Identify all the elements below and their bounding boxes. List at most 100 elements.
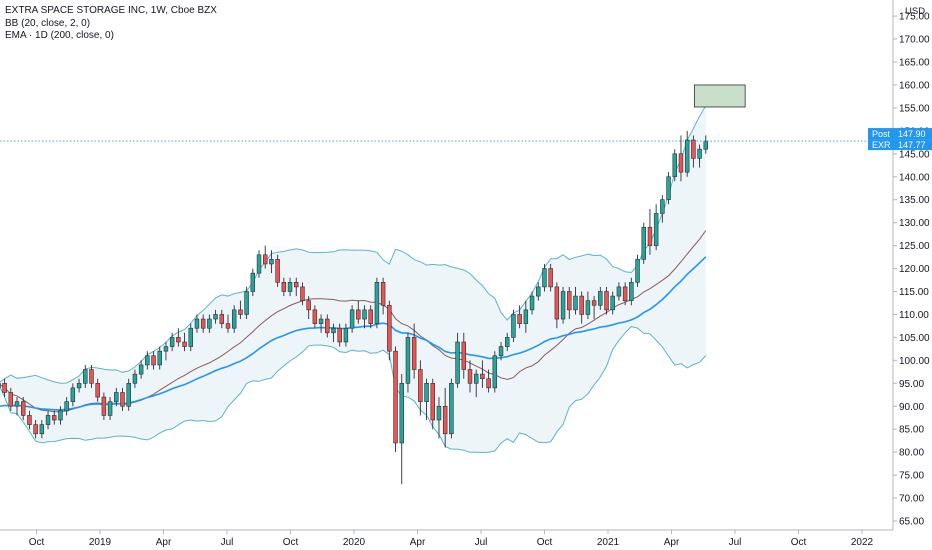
candle [194, 314, 200, 333]
candle-body [114, 392, 119, 402]
candle-body [275, 259, 280, 283]
candle [461, 332, 467, 379]
exr-price-tag [868, 139, 932, 151]
candle [27, 410, 32, 430]
candle-body [83, 369, 88, 384]
candle [207, 314, 212, 333]
candle [399, 374, 404, 485]
candle [306, 296, 311, 320]
candle-body [473, 373, 479, 384]
candle-body [362, 309, 367, 320]
candle-body [8, 392, 14, 407]
candle-body [517, 314, 522, 324]
candle [560, 286, 566, 324]
ema-indicator-label[interactable]: EMA · 1D (200, close, 0) [5, 30, 114, 41]
candle [188, 323, 193, 352]
candle-body [703, 140, 709, 150]
candle-body [585, 300, 591, 315]
candle-body [207, 318, 212, 329]
candle-body [604, 291, 609, 311]
candle [52, 410, 57, 425]
candle [473, 369, 479, 398]
candle-body [225, 323, 231, 329]
candle-body [591, 300, 597, 306]
candle [120, 387, 125, 411]
candle [89, 364, 94, 388]
candle-body [169, 337, 175, 347]
candle-body [300, 286, 305, 301]
candle-body [641, 226, 646, 260]
candle [697, 144, 702, 168]
candle-body [20, 401, 26, 416]
candle-body [306, 300, 311, 311]
candle [262, 245, 268, 269]
candle [684, 130, 690, 177]
candle-body [647, 226, 653, 246]
bb-indicator-label[interactable]: BB (20, close, 2, 0) [5, 17, 91, 29]
candle-body [70, 387, 76, 402]
candle [405, 332, 411, 393]
candle [411, 323, 417, 379]
x-tick-label: Apr [156, 537, 172, 548]
y-tick-label: 110.00 [899, 310, 929, 321]
candle-body [442, 405, 448, 435]
candle [604, 286, 609, 315]
y-tick-label: 65.00 [899, 517, 924, 528]
candle-body [567, 291, 572, 311]
y-tick-label: 170.00 [899, 35, 930, 46]
candle-body [145, 355, 150, 366]
candle-body [405, 337, 411, 384]
candle-body [95, 382, 100, 398]
y-tick-label: 80.00 [899, 448, 924, 459]
candle [536, 282, 541, 301]
candle-body [418, 369, 423, 402]
y-tick-label: 155.00 [899, 103, 930, 114]
candle-body [393, 350, 398, 444]
candle-body [554, 286, 560, 320]
symbol-title[interactable]: EXTRA SPACE STORAGE INC, 1W, Cboe BZX [5, 5, 217, 16]
candle-body [629, 282, 634, 301]
candle [312, 305, 318, 329]
candle-body [250, 272, 256, 292]
candle-body [573, 295, 578, 311]
candle-body [151, 355, 156, 366]
candle-body [182, 341, 187, 347]
candle [480, 360, 485, 388]
candle [511, 309, 516, 342]
candle [629, 277, 634, 306]
candle [281, 277, 287, 297]
candle [83, 364, 88, 388]
x-tick-label: Oct [29, 537, 45, 548]
candle [8, 387, 14, 411]
candle-body [33, 424, 38, 435]
candle-body [455, 341, 460, 384]
candle-body [27, 415, 32, 425]
candle [380, 277, 386, 315]
y-tick-label: 160.00 [899, 80, 930, 91]
candle-body [467, 369, 473, 384]
y-tick-label: 95.00 [899, 379, 924, 390]
candle [76, 378, 82, 393]
candle [442, 387, 448, 448]
candle [182, 332, 187, 352]
candle-body [666, 176, 671, 201]
candle [418, 360, 423, 416]
x-tick-label: 2022 [851, 537, 874, 548]
candle-body [349, 309, 355, 329]
candle [151, 351, 156, 370]
candle-body [498, 346, 504, 357]
candle-body [461, 341, 467, 370]
candle [287, 277, 293, 297]
candle-body [318, 318, 324, 324]
y-tick-label: 75.00 [899, 471, 924, 482]
exr-label: EXR [872, 140, 891, 150]
candle [275, 254, 280, 287]
candle [467, 360, 473, 393]
candle [449, 378, 454, 439]
candle-body [126, 382, 131, 407]
candle-body [622, 286, 628, 301]
candle [145, 351, 150, 370]
candle [610, 291, 615, 315]
candle-body [39, 424, 45, 435]
